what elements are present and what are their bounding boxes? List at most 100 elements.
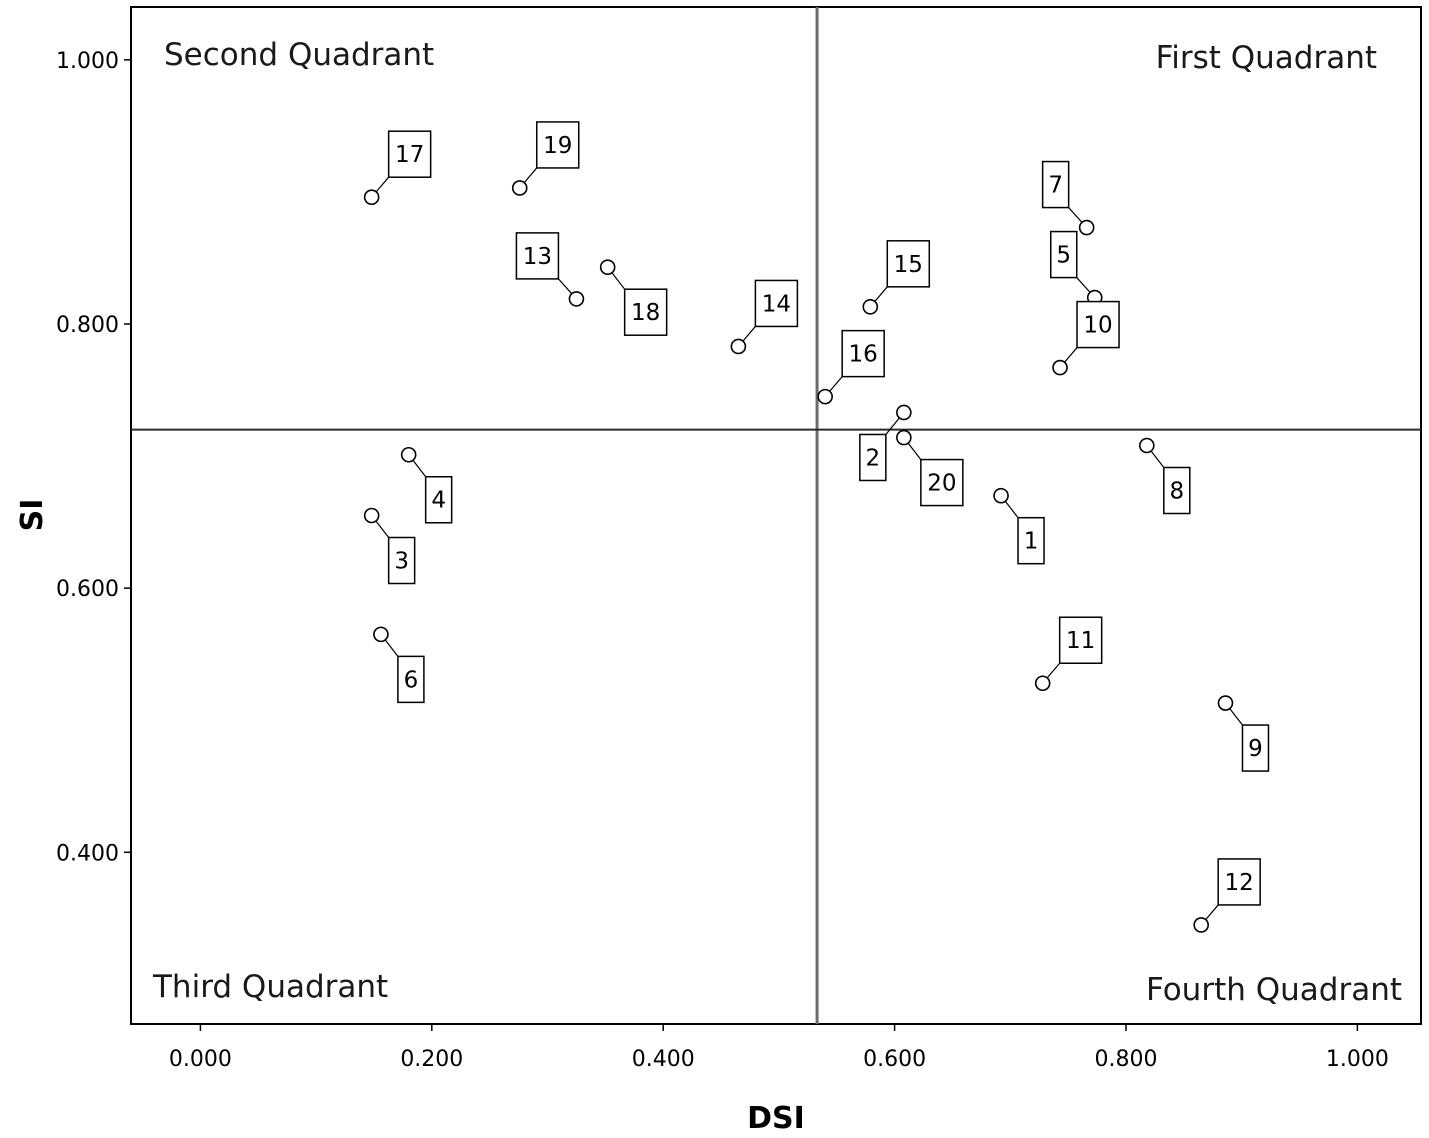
data-point-marker: [1139, 437, 1155, 454]
x-tick-label: 0.800: [1094, 1047, 1157, 1072]
y-tick-label: 0.800: [56, 313, 119, 338]
label-leader-line: [1205, 904, 1219, 920]
data-point-group: 20: [896, 429, 964, 507]
data-point-marker: [896, 404, 912, 421]
quadrant-label-first: First Quadrant: [1156, 40, 1377, 76]
x-axis-title: DSI: [747, 1101, 805, 1136]
data-point-group: 17: [363, 130, 432, 205]
data-point-marker: [373, 626, 389, 643]
point-label: 12: [1225, 870, 1254, 896]
label-leader-line: [907, 442, 922, 460]
data-point-group: 16: [817, 329, 885, 405]
point-label-box: [424, 475, 453, 524]
label-leader-line: [611, 272, 626, 290]
x-tick-label: 1.000: [1326, 1047, 1389, 1072]
point-label-box: [1017, 516, 1045, 565]
y-axis-ticks: 0.400 0.600 0.800 1.000: [56, 49, 131, 866]
point-label-box: [1049, 230, 1078, 279]
point-label: 8: [1169, 478, 1184, 504]
label-leader-line: [742, 326, 756, 342]
label-leader-line: [1004, 500, 1019, 519]
point-label: 10: [1083, 313, 1112, 339]
label-leader-line: [1229, 708, 1243, 726]
data-point-group: 2: [859, 404, 912, 482]
data-point-group: 8: [1139, 437, 1191, 515]
y-axis-title: SI: [15, 499, 50, 532]
point-label: 18: [631, 300, 660, 326]
point-label-box: [387, 536, 416, 585]
point-label: 20: [927, 471, 956, 497]
data-point-marker: [1052, 359, 1068, 376]
label-leader-line: [375, 520, 390, 538]
point-label: 3: [394, 549, 409, 575]
point-label-box: [754, 279, 799, 328]
quadrant-label-third: Third Quadrant: [152, 969, 388, 1005]
data-point-marker: [400, 446, 417, 463]
data-point-group: 1: [993, 487, 1045, 565]
point-label-box: [623, 288, 668, 336]
point-label: 19: [543, 133, 572, 159]
data-point-marker: [363, 507, 380, 524]
data-point-group: 5: [1049, 230, 1103, 306]
point-label-box: [841, 329, 885, 378]
point-label: 9: [1248, 736, 1263, 762]
data-point-marker: [568, 291, 585, 307]
point-label: 15: [894, 252, 923, 278]
x-tick-label: 0.000: [169, 1047, 232, 1072]
point-label-box: [1241, 724, 1270, 772]
point-label-box: [515, 232, 560, 280]
label-leader-line: [557, 278, 573, 295]
point-label: 5: [1056, 243, 1071, 269]
point-label: 2: [866, 445, 881, 471]
data-point-group: 7: [1041, 160, 1095, 236]
data-point-marker: [896, 429, 912, 446]
data-point-marker: [511, 180, 528, 196]
point-label: 16: [849, 342, 878, 368]
point-label-box: [1163, 466, 1191, 515]
y-tick-label: 0.600: [56, 577, 119, 602]
point-label-box: [387, 130, 432, 178]
label-leader-line: [1064, 347, 1078, 363]
point-label: 11: [1066, 628, 1095, 654]
data-point-group: 4: [400, 446, 453, 524]
label-leader-line: [874, 286, 888, 302]
data-point-group: 11: [1034, 616, 1103, 692]
point-label-box: [859, 433, 887, 482]
y-tick-label: 1.000: [56, 49, 119, 74]
data-point-group: 15: [862, 240, 931, 315]
quadrant-label-second: Second Quadrant: [164, 37, 434, 73]
point-label: 1: [1024, 529, 1039, 555]
data-point-marker: [730, 338, 747, 355]
data-point-group: 9: [1217, 695, 1270, 772]
data-point-marker: [817, 388, 833, 405]
label-leader-line: [1076, 277, 1091, 293]
point-label: 17: [395, 142, 424, 168]
y-tick-label: 0.400: [56, 841, 119, 866]
data-point-group: 12: [1193, 858, 1261, 933]
x-tick-label: 0.400: [632, 1047, 695, 1072]
label-leader-line: [412, 459, 427, 478]
data-point-marker: [1078, 219, 1095, 236]
data-point-marker: [599, 259, 616, 275]
x-tick-label: 0.600: [863, 1047, 926, 1072]
point-label: 13: [523, 244, 552, 270]
point-label-box: [886, 240, 931, 288]
data-point-group: 6: [373, 626, 425, 704]
point-label-box: [1076, 300, 1120, 349]
data-point-group: 10: [1052, 300, 1120, 376]
point-label: 4: [431, 488, 446, 514]
data-point-marker: [862, 299, 879, 315]
label-leader-line: [384, 639, 399, 657]
point-label-box: [397, 655, 425, 704]
label-leader-line: [1068, 207, 1083, 223]
point-label: 14: [762, 291, 791, 317]
point-label-box: [535, 121, 580, 169]
data-point-marker: [1217, 695, 1234, 711]
point-label-box: [1217, 858, 1261, 906]
point-label: 7: [1048, 173, 1063, 199]
point-label: 6: [404, 667, 419, 693]
data-point-marker: [993, 487, 1009, 504]
quadrant-label-fourth: Fourth Quadrant: [1146, 972, 1402, 1008]
data-point-marker: [1034, 675, 1051, 692]
